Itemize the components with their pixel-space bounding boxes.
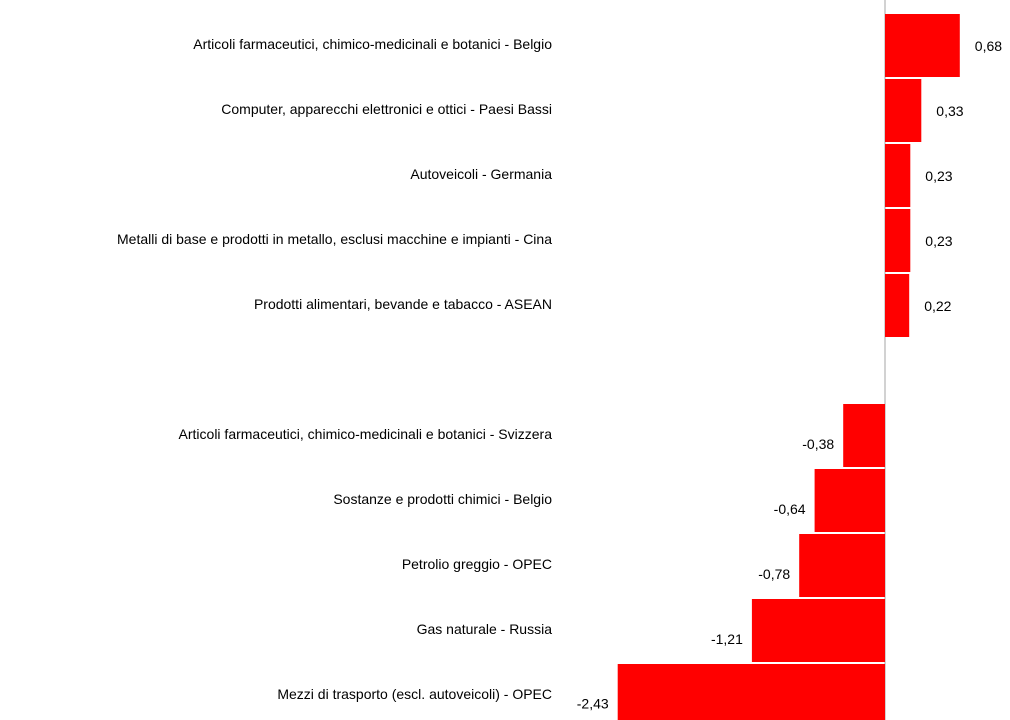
category-label: Prodotti alimentari, bevande e tabacco -… — [254, 296, 552, 312]
bar — [885, 144, 911, 207]
category-label: Autoveicoli - Germania — [410, 166, 552, 182]
value-label: -1,21 — [711, 631, 743, 647]
value-label: -0,38 — [802, 436, 834, 452]
category-label: Mezzi di trasporto (escl. autoveicoli) -… — [277, 686, 552, 702]
bar — [814, 469, 885, 532]
value-label: 0,22 — [924, 298, 951, 314]
bar — [885, 79, 922, 142]
bar — [799, 534, 885, 597]
bar — [843, 404, 885, 467]
value-label: -2,43 — [577, 696, 609, 712]
value-label: -0,64 — [774, 501, 806, 517]
category-label: Articoli farmaceutici, chimico-medicinal… — [193, 36, 552, 52]
category-label: Petrolio greggio - OPEC — [402, 556, 552, 572]
bar — [885, 274, 910, 337]
value-label: 0,68 — [975, 38, 1002, 54]
value-label: 0,23 — [925, 233, 952, 249]
bar — [885, 209, 911, 272]
bar — [617, 664, 885, 720]
bar — [885, 14, 960, 77]
category-label: Computer, apparecchi elettronici e ottic… — [221, 101, 552, 117]
category-label: Metalli di base e prodotti in metallo, e… — [117, 231, 552, 247]
value-label: 0,23 — [925, 168, 952, 184]
category-label: Sostanze e prodotti chimici - Belgio — [333, 491, 552, 507]
category-label: Gas naturale - Russia — [417, 621, 553, 637]
value-label: 0,33 — [936, 103, 963, 119]
bar — [751, 599, 885, 662]
category-label: Articoli farmaceutici, chimico-medicinal… — [179, 426, 553, 442]
value-label: -0,78 — [758, 566, 790, 582]
